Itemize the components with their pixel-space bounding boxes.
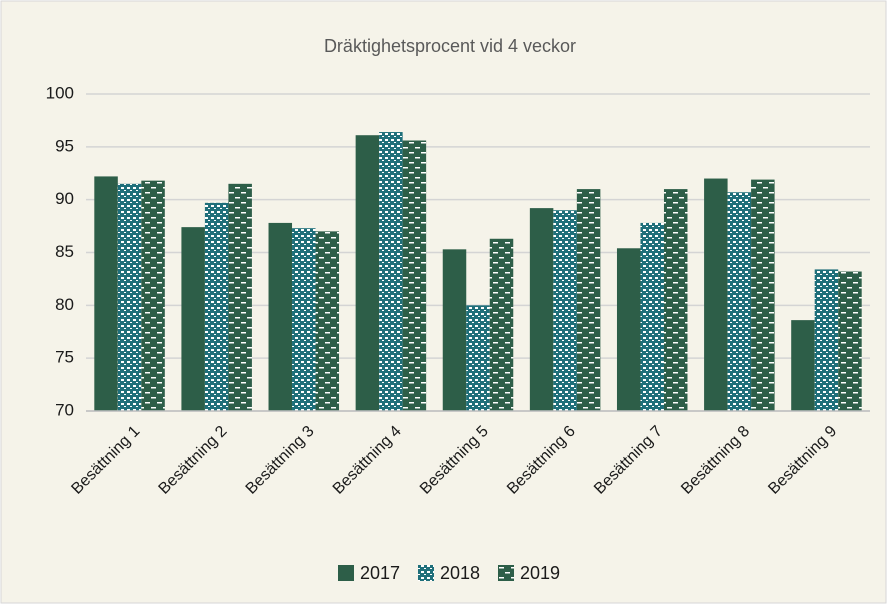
bar [553, 210, 577, 411]
bar [117, 183, 142, 411]
legend-label: 2018 [440, 563, 480, 583]
chart-title: Dräktighetsprocent vid 4 veckor [324, 36, 576, 56]
y-tick-label: 75 [55, 348, 74, 367]
bar [640, 222, 664, 411]
bar [704, 178, 728, 411]
bar [402, 140, 427, 411]
bar [814, 269, 839, 411]
legend-swatch [498, 565, 514, 581]
y-tick-label: 100 [46, 83, 74, 102]
legend-label: 2019 [520, 563, 560, 583]
y-tick-label: 90 [55, 189, 74, 208]
bar [663, 189, 688, 411]
y-tick-label: 95 [55, 136, 74, 155]
bar [315, 231, 340, 411]
bar [204, 202, 229, 411]
y-tick-label: 70 [55, 400, 74, 419]
bar [489, 238, 514, 411]
bar [576, 189, 601, 411]
bar [616, 248, 641, 411]
legend-swatch [338, 565, 354, 581]
bar [181, 227, 205, 411]
bar [751, 179, 775, 411]
bar [379, 132, 403, 412]
bar [791, 320, 815, 411]
bar [94, 176, 118, 411]
bar [228, 183, 252, 411]
bar [442, 249, 467, 411]
bar [529, 208, 554, 411]
y-tick-label: 85 [55, 242, 74, 261]
legend-swatch [418, 565, 434, 581]
bar [838, 271, 862, 411]
legend-label: 2017 [360, 563, 400, 583]
bar [141, 180, 165, 411]
bar [268, 222, 293, 411]
bar [466, 305, 490, 411]
bar [292, 228, 316, 411]
bar [355, 135, 380, 411]
y-tick-label: 80 [55, 295, 74, 314]
bar [727, 192, 752, 411]
